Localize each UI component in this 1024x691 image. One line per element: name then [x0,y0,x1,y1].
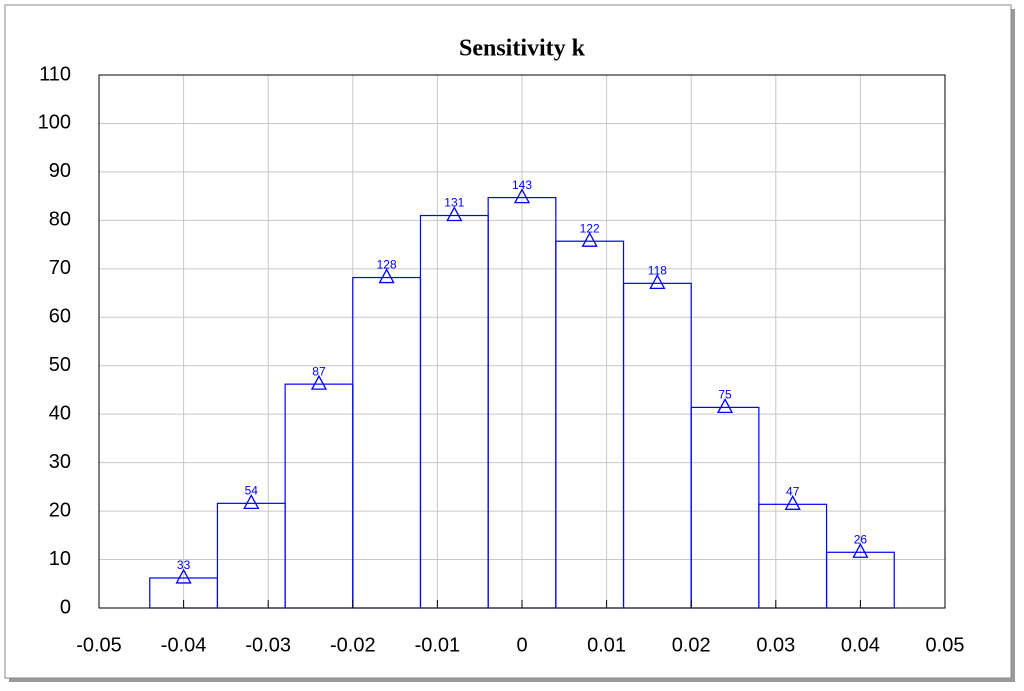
y-tick-label: 70 [49,257,71,279]
marker [716,398,734,414]
marker [852,542,869,558]
point-label: 75 [718,388,732,402]
y-tick-label: 90 [49,160,71,182]
point-label: 33 [177,558,191,572]
point-label: 122 [580,221,600,235]
y-tick-label: 30 [49,451,71,473]
y-tick-label: 60 [49,306,71,328]
point-label: 143 [512,178,532,192]
point-label: 128 [377,258,397,272]
point-label: 26 [854,532,868,546]
x-tick-label: 0.05 [926,634,965,656]
y-tick-label: 80 [49,209,71,231]
x-tick-label: -0.01 [415,634,461,656]
y-tick-label: 0 [60,596,71,618]
marker [243,493,260,509]
marker [175,568,192,584]
point-label: 54 [245,484,259,498]
y-tick-label: 50 [49,354,71,376]
marker [649,273,666,290]
x-tick-label: 0.04 [841,634,880,656]
y-tick-label: 20 [49,499,71,521]
y-tick-label: 10 [49,548,71,570]
marker [378,268,395,284]
x-tick-label: -0.03 [245,634,291,656]
point-label: 131 [444,196,464,210]
marker [581,231,598,247]
x-tick-label: -0.05 [76,634,122,656]
x-tick-label: 0.03 [756,634,795,656]
x-tick-label: 0.01 [587,634,626,656]
x-tick-label: -0.02 [330,634,376,656]
x-tick-label: -0.04 [161,634,207,656]
x-tick-label: 0 [516,634,527,656]
marker [446,206,463,222]
marker [513,188,531,204]
point-label: 118 [648,264,667,278]
point-label: 47 [786,484,800,498]
y-tick-label: 100 [38,112,71,134]
y-tick-label: 110 [39,63,71,85]
marker [784,494,801,510]
frame [4,4,1012,679]
marker [310,374,328,390]
y-tick-label: 40 [49,402,71,424]
chart-title: Sensitivity k [459,36,586,62]
point-label: 87 [312,364,326,378]
x-tick-label: 0.02 [672,634,711,656]
